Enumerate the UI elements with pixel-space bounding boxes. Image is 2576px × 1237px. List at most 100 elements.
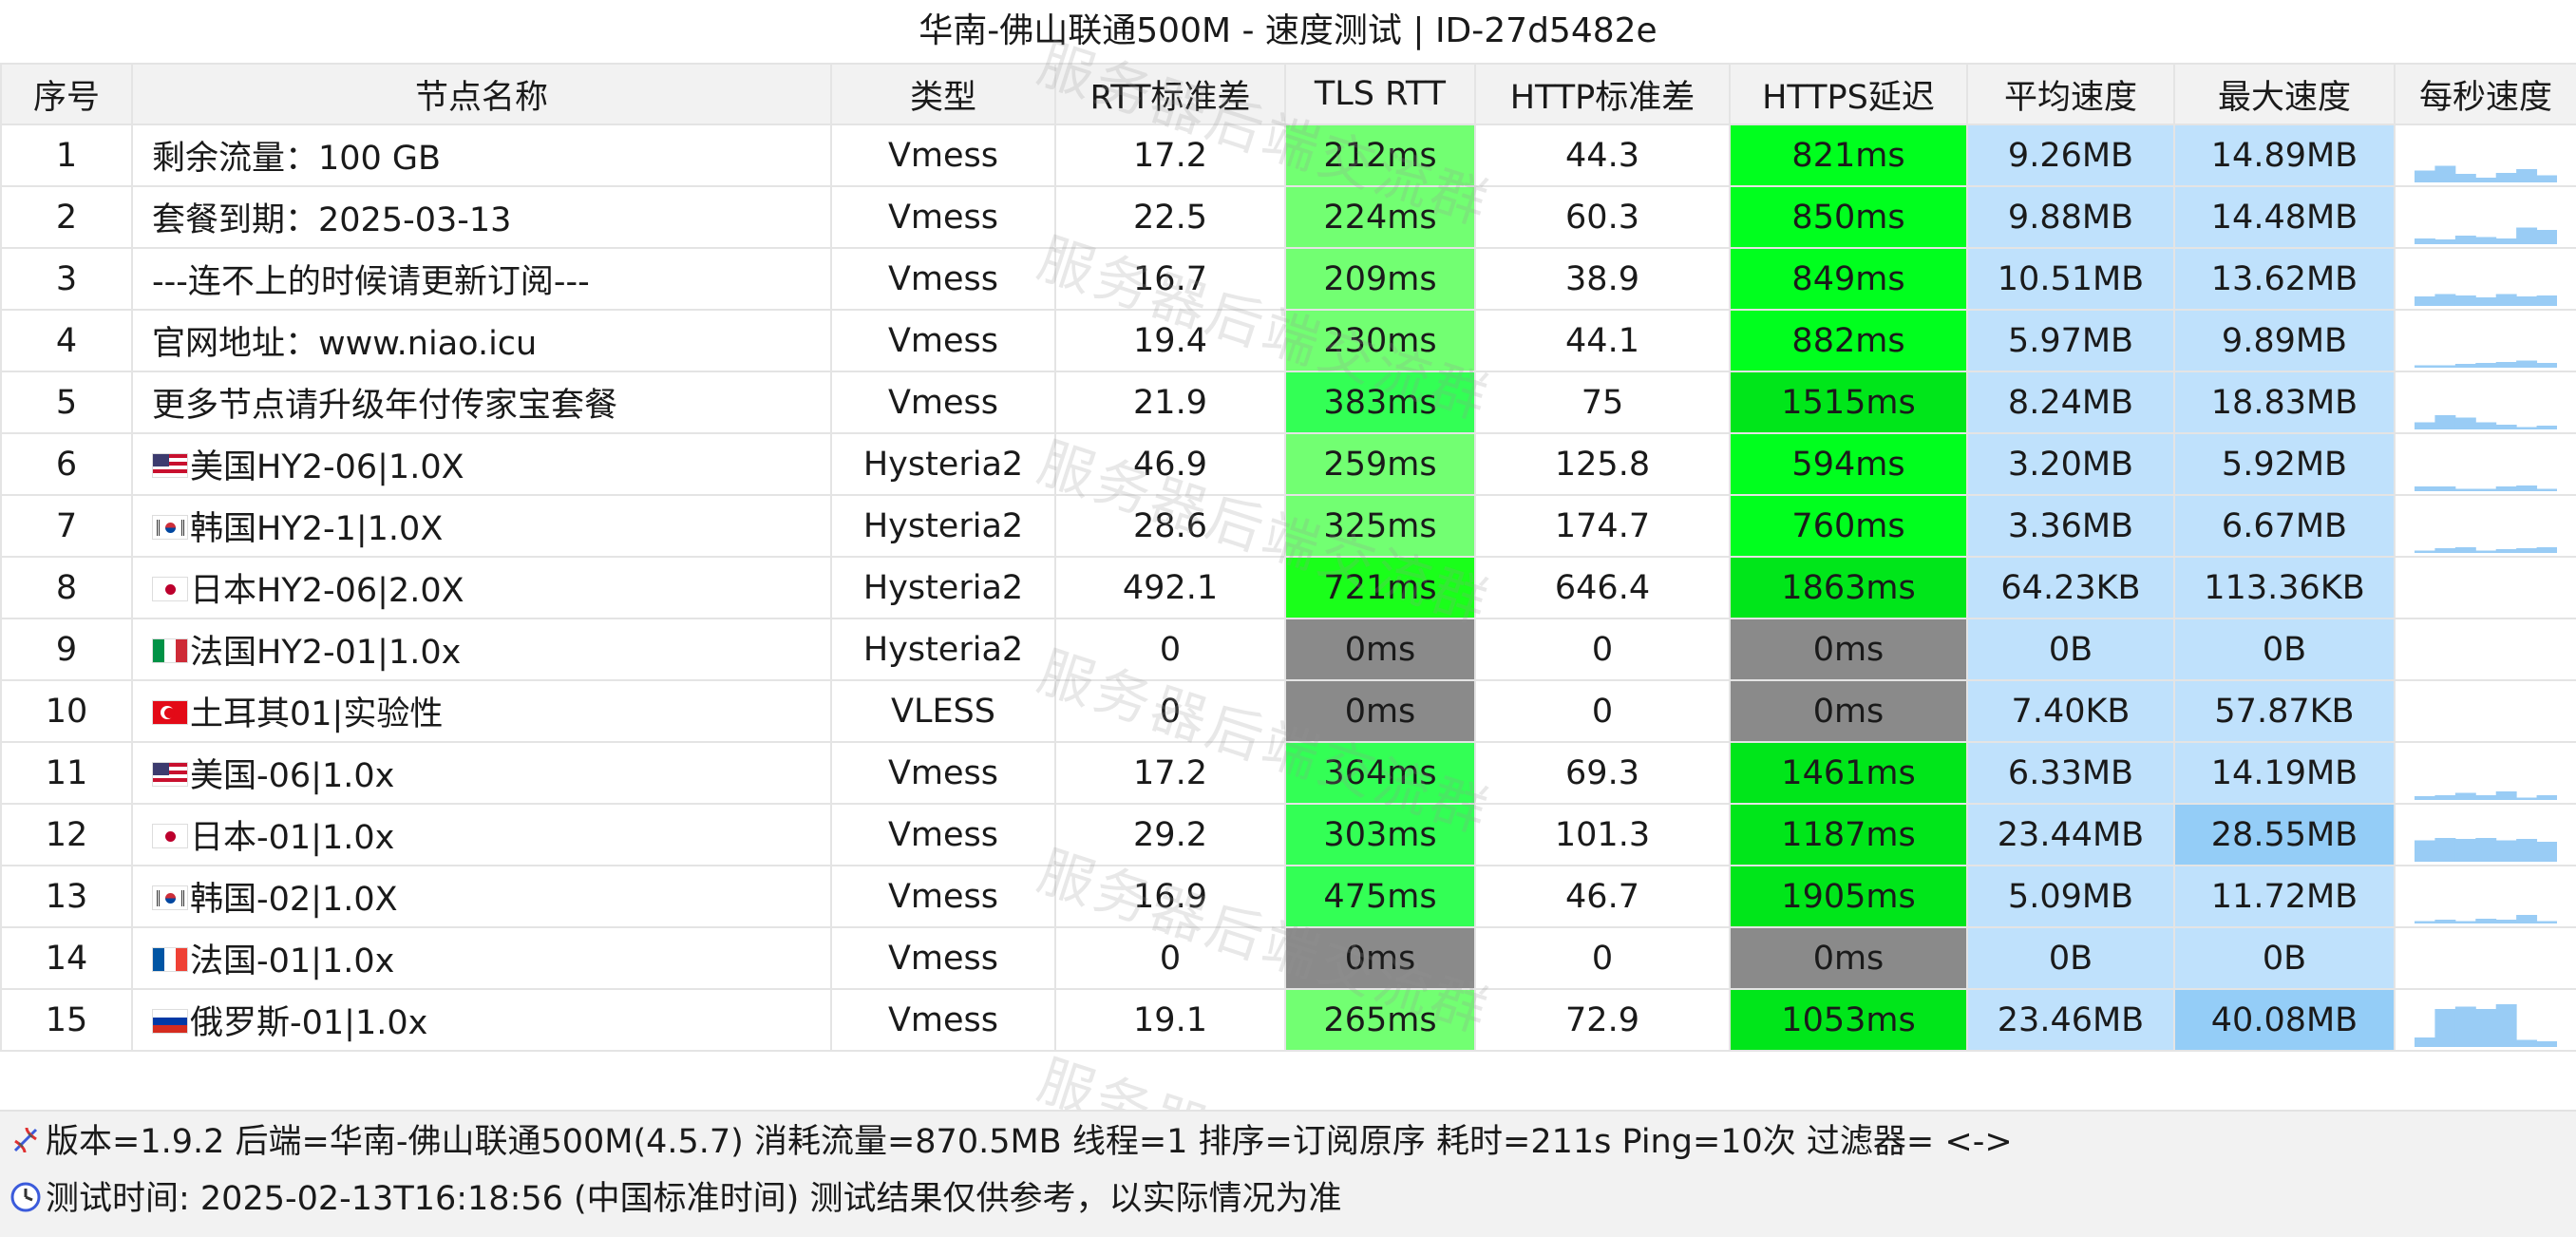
tls-rtt-cell: 0ms <box>1284 618 1476 681</box>
sparkline-bar <box>2475 362 2497 368</box>
col-header-https-latency[interactable]: HTTPS延迟 <box>1729 63 1968 125</box>
table-row[interactable]: 3 ---连不上的时候请更新订阅--- Vmess 16.7 209ms 38.9 849m… <box>0 247 2576 311</box>
avg-speed-cell: 3.36MB <box>1966 494 2175 558</box>
col-header-index[interactable]: 序号 <box>0 63 133 125</box>
rtt-sd-cell: 19.4 <box>1054 309 1286 372</box>
table-row[interactable]: 7 韩国HY2-1|1.0X Hysteria2 28.6 325ms 174.7 760m… <box>0 494 2576 558</box>
sparkline-bar <box>2475 177 2497 182</box>
node-type-text: Vmess <box>887 1000 999 1039</box>
sparkline-bar <box>2475 237 2497 244</box>
table-row[interactable]: 8 日本HY2-06|2.0X Hysteria2 492.1 721ms 646.4 18… <box>0 556 2576 619</box>
node-name-cell: 美国-06|1.0x <box>131 741 832 805</box>
node-name-text: 官网地址：www.niao.icu <box>152 325 538 363</box>
tls-rtt-cell: 364ms <box>1284 741 1476 805</box>
node-type-text: VLESS <box>891 692 995 731</box>
col-header-avg-speed[interactable]: 平均速度 <box>1966 63 2175 125</box>
node-type-text: Vmess <box>887 939 999 978</box>
col-header-node-name[interactable]: 节点名称 <box>131 63 832 125</box>
http-sd-cell: 44.3 <box>1474 124 1731 187</box>
table-row[interactable]: 9 法国HY2-01|1.0x Hysteria2 0 0ms 0 0ms 0B 0B <box>0 618 2576 681</box>
speed-sparkline <box>2415 165 2557 182</box>
max-speed-text: 6.67MB <box>2221 506 2348 545</box>
speed-sparkline <box>2415 790 2557 800</box>
avg-speed-text: 23.44MB <box>1997 815 2145 854</box>
table-row[interactable]: 13 韩国-02|1.0X Vmess 16.9 475ms 46.7 1905ms 5.09… <box>0 865 2576 928</box>
flag-jp-icon <box>152 824 188 848</box>
row-index-cell: 12 <box>0 803 133 866</box>
rtt-sd-cell: 16.7 <box>1054 247 1286 311</box>
per-second-speed-cell <box>2394 432 2576 496</box>
table-row[interactable]: 11 美国-06|1.0x Vmess 17.2 364ms 69.3 1461ms 6.33… <box>0 741 2576 805</box>
rtt-sd-cell: 19.1 <box>1054 988 1286 1052</box>
sparkline-bar <box>2415 295 2435 306</box>
table-row[interactable]: 5 更多节点请升级年付传家宝套餐 Vmess 21.9 383ms 75 1515ms 8.2… <box>0 371 2576 434</box>
node-name-text: 韩国-02|1.0X <box>190 881 398 919</box>
table-row[interactable]: 15 俄罗斯-01|1.0x Vmess 19.1 265ms 72.9 1053ms 23.… <box>0 988 2576 1052</box>
node-type-text: Vmess <box>887 877 999 916</box>
col-header-rtt-sd[interactable]: RTT标准差 <box>1054 63 1286 125</box>
max-speed-text: 0B <box>2262 630 2307 669</box>
sparkline-bar <box>2454 838 2476 862</box>
table-row[interactable]: 14 法国-01|1.0x Vmess 0 0ms 0 0ms 0B 0B <box>0 926 2576 990</box>
per-second-speed-cell <box>2394 309 2576 372</box>
col-header-max-speed[interactable]: 最大速度 <box>2173 63 2396 125</box>
max-speed-text: 14.89MB <box>2210 136 2358 175</box>
node-name-text: ---连不上的时候请更新订阅--- <box>152 263 590 301</box>
row-index-text: 13 <box>45 877 88 916</box>
node-name-text: 更多节点请升级年付传家宝套餐 <box>152 387 618 425</box>
col-header-per-second-speed[interactable]: 每秒速度 <box>2394 63 2576 125</box>
col-header-type[interactable]: 类型 <box>830 63 1056 125</box>
node-name-text: 日本-01|1.0x <box>190 819 395 857</box>
https-latency-text: 849ms <box>1791 259 1905 298</box>
node-type-text: Hysteria2 <box>862 630 1024 669</box>
http-sd-cell: 75 <box>1474 371 1731 434</box>
http-sd-cell: 60.3 <box>1474 185 1731 249</box>
footer-time-line: 测试时间: 2025-02-13T16:18:56 (中国标准时间) 测试结果仅… <box>9 1170 1341 1227</box>
table-row[interactable]: 6 美国HY2-06|1.0X Hysteria2 46.9 259ms 125.8 594… <box>0 432 2576 496</box>
col-header-tls-rtt[interactable]: TLS RTT <box>1284 63 1476 125</box>
sparkline-bar <box>2454 295 2476 306</box>
tls-rtt-text: 224ms <box>1323 198 1437 237</box>
table-row[interactable]: 12 日本-01|1.0x Vmess 29.2 303ms 101.3 1187ms 23.… <box>0 803 2576 866</box>
node-name-text: 俄罗斯-01|1.0x <box>190 1004 428 1042</box>
tls-rtt-text: 303ms <box>1323 815 1437 854</box>
avg-speed-text: 5.97MB <box>2007 321 2134 360</box>
sparkline-bar <box>2475 422 2497 429</box>
table-row[interactable]: 2 套餐到期：2025-03-13 Vmess 22.5 224ms 60.3 850ms 9… <box>0 185 2576 249</box>
http-sd-text: 38.9 <box>1565 259 1639 298</box>
flag-tr-icon <box>152 700 188 725</box>
tls-rtt-text: 230ms <box>1323 321 1437 360</box>
speed-sparkline <box>2415 485 2557 491</box>
row-index-cell: 8 <box>0 556 133 619</box>
http-sd-cell: 72.9 <box>1474 988 1731 1052</box>
https-latency-text: 1515ms <box>1781 383 1916 422</box>
speed-sparkline <box>2415 629 2557 676</box>
https-latency-cell: 1905ms <box>1729 865 1968 928</box>
node-name-cell: 剩余流量：100 GB <box>131 124 832 187</box>
node-type-cell: VLESS <box>830 679 1056 743</box>
tls-rtt-cell: 230ms <box>1284 309 1476 372</box>
node-type-cell: Vmess <box>830 865 1056 928</box>
tls-rtt-text: 364ms <box>1323 753 1437 792</box>
sparkline-bar <box>2475 794 2497 800</box>
node-name-text: 美国HY2-06|1.0X <box>190 448 464 486</box>
https-latency-text: 0ms <box>1812 692 1885 731</box>
http-sd-cell: 174.7 <box>1474 494 1731 558</box>
node-type-text: Vmess <box>887 136 999 175</box>
rtt-sd-text: 16.7 <box>1133 259 1207 298</box>
max-speed-text: 14.19MB <box>2210 753 2358 792</box>
sparkline-bar <box>2415 365 2435 368</box>
max-speed-cell: 13.62MB <box>2173 247 2396 311</box>
max-speed-cell: 6.67MB <box>2173 494 2396 558</box>
table-row[interactable]: 1 剩余流量：100 GB Vmess 17.2 212ms 44.3 821ms 9.26M… <box>0 124 2576 187</box>
table-row[interactable]: 10 土耳其01|实验性 VLESS 0 0ms 0 0ms 7.40KB 57.87KB <box>0 679 2576 743</box>
https-latency-text: 1905ms <box>1781 877 1916 916</box>
col-header-http-sd[interactable]: HTTP标准差 <box>1474 63 1731 125</box>
node-name-cell: 官网地址：www.niao.icu <box>131 309 832 372</box>
http-sd-text: 60.3 <box>1565 198 1639 237</box>
avg-speed-text: 64.23KB <box>2000 568 2141 607</box>
rtt-sd-cell: 0 <box>1054 679 1286 743</box>
sparkline-bar <box>2415 485 2435 491</box>
sparkline-bar <box>2536 295 2557 306</box>
table-row[interactable]: 4 官网地址：www.niao.icu Vmess 19.4 230ms 44.1 882m… <box>0 309 2576 372</box>
